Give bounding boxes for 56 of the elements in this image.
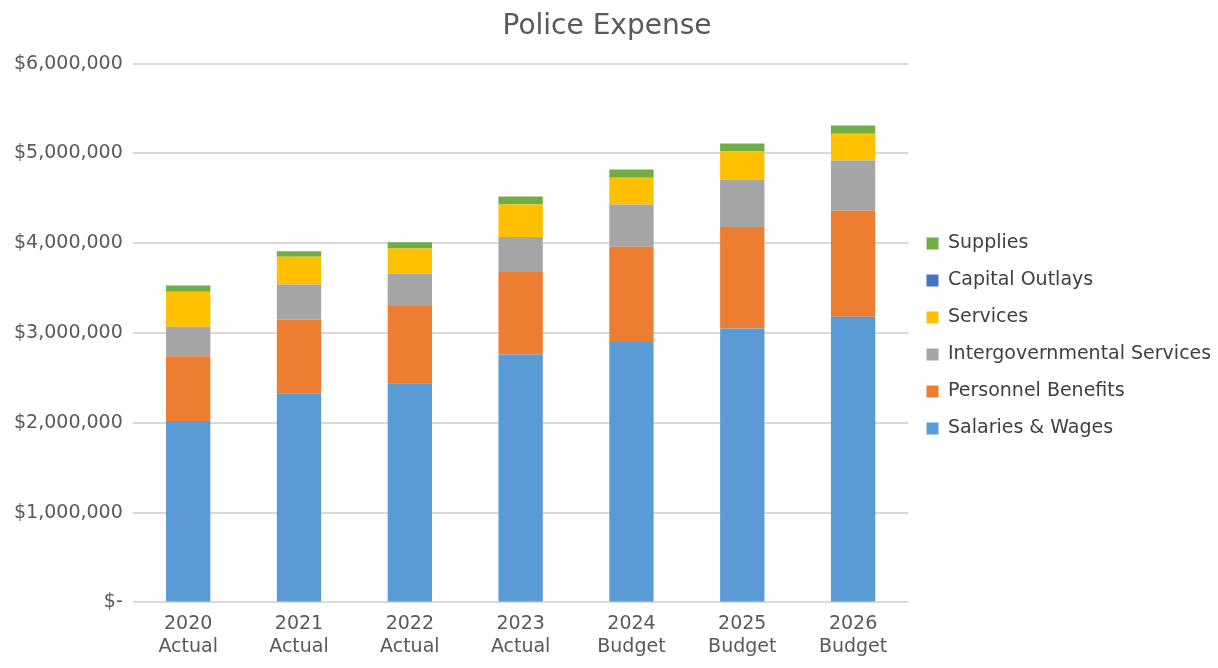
bar <box>609 177 654 205</box>
x-tick-label: 2025 Budget <box>708 610 777 656</box>
bar <box>830 316 876 602</box>
bar <box>720 143 765 152</box>
bar <box>387 306 432 384</box>
bar <box>830 133 876 161</box>
legend-label: Intergovernmental Services <box>948 341 1212 364</box>
x-tick-label: 2021 Actual <box>269 610 329 656</box>
bar <box>166 285 211 292</box>
y-tick-label: $5,000,000 <box>13 140 123 163</box>
bar <box>609 341 654 602</box>
bar <box>276 284 322 320</box>
bar <box>720 227 765 329</box>
y-tick-label: $- <box>103 589 123 612</box>
bar <box>609 204 654 247</box>
legend-label: Capital Outlays <box>948 267 1094 290</box>
bar <box>720 151 765 180</box>
bar <box>720 179 765 228</box>
x-tick-label: 2022 Actual <box>380 610 440 656</box>
y-tick-label: $2,000,000 <box>13 409 123 432</box>
y-tick-label: $3,000,000 <box>13 319 123 342</box>
bar <box>387 248 432 274</box>
bar <box>166 421 211 602</box>
bar <box>498 196 543 205</box>
bar <box>276 393 322 602</box>
legend-label: Personnel Benefits <box>948 378 1125 401</box>
x-tick-label: 2023 Actual <box>490 610 551 656</box>
y-tick-label: $1,000,000 <box>13 499 123 522</box>
bar <box>387 273 432 307</box>
bar <box>609 169 654 178</box>
bar <box>387 242 432 249</box>
bar <box>498 354 543 602</box>
y-tick-label: $4,000,000 <box>13 230 123 253</box>
legend-label: Salaries & Wages <box>948 415 1114 438</box>
bar <box>830 210 876 317</box>
bar <box>276 251 322 257</box>
bar <box>720 328 765 602</box>
legend-label: Services <box>948 304 1029 327</box>
bar <box>609 246 654 342</box>
x-tick-label: 2024 Budget <box>597 610 666 656</box>
y-tick-label: $6,000,000 <box>13 50 123 73</box>
bar <box>166 356 211 421</box>
chart-title: Police Expense <box>502 8 712 42</box>
bar <box>387 383 432 602</box>
bar <box>498 236 543 272</box>
bar <box>166 326 211 357</box>
x-tick-label: 2026 Budget <box>818 610 888 656</box>
bar <box>830 160 876 211</box>
bar <box>830 125 876 134</box>
bar <box>166 291 211 327</box>
bar <box>276 319 322 394</box>
bar <box>498 271 543 355</box>
legend-label: Supplies <box>948 230 1029 253</box>
bar <box>498 204 543 237</box>
x-tick-label: 2020 Actual <box>158 610 218 656</box>
bar <box>276 256 322 285</box>
